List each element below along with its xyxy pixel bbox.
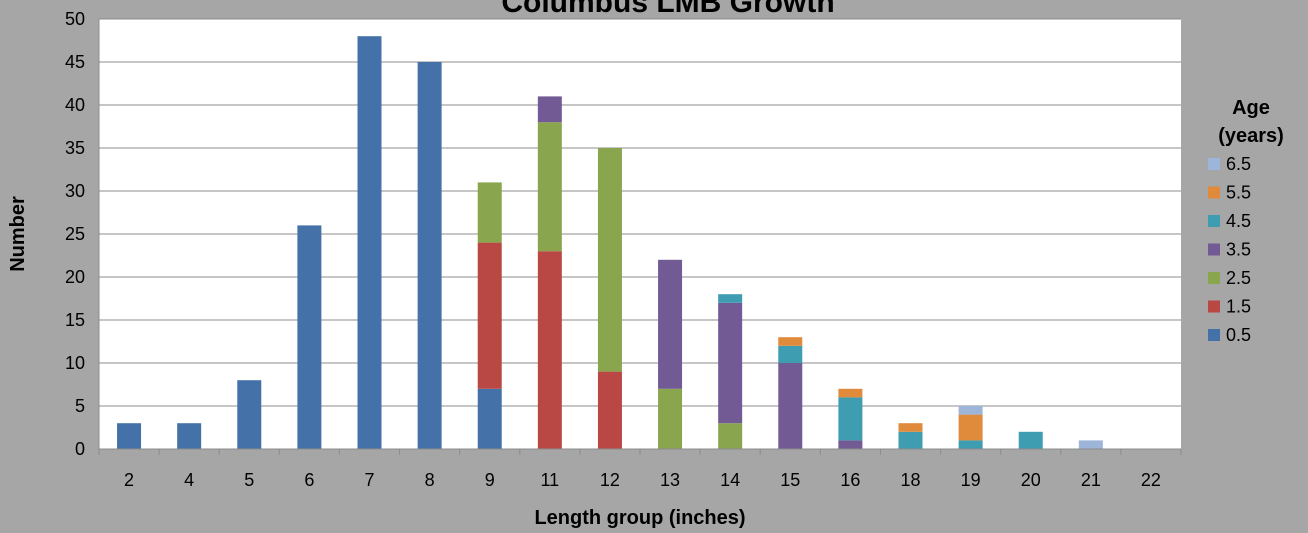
legend-swatch (1208, 272, 1220, 284)
x-tick-label: 19 (961, 470, 981, 490)
x-tick-label: 22 (1141, 470, 1161, 490)
bar-segment (838, 388, 863, 398)
x-tick-label: 18 (900, 470, 920, 490)
bar-segment (958, 406, 983, 415)
legend-swatch (1208, 300, 1220, 313)
bars (117, 36, 1103, 449)
y-tick-label: 35 (65, 138, 85, 158)
bar-segment (778, 345, 803, 363)
legend-label: 5.5 (1226, 183, 1251, 203)
legend-label: 0.5 (1226, 325, 1251, 345)
y-tick-label: 15 (65, 310, 85, 330)
y-tick-label: 25 (65, 224, 85, 244)
x-tick-label: 13 (660, 470, 680, 490)
axes (98, 19, 1182, 455)
legend-label: 6.5 (1226, 154, 1251, 174)
y-tick-label: 30 (65, 181, 85, 201)
bar-segment (537, 122, 562, 252)
x-tick-label: 15 (780, 470, 800, 490)
legend-swatch (1208, 158, 1220, 170)
bar-segment (177, 423, 202, 449)
bar-segment (718, 302, 743, 424)
x-tick-label: 8 (425, 470, 435, 490)
y-tick-label: 0 (75, 439, 85, 459)
legend-label: 4.5 (1226, 211, 1251, 231)
x-tick-label: 21 (1081, 470, 1101, 490)
bar-segment (477, 242, 502, 389)
y-tick-label: 5 (75, 396, 85, 416)
x-tick-label: 16 (840, 470, 860, 490)
x-tick-label: 12 (600, 470, 620, 490)
x-tick-label: 4 (184, 470, 194, 490)
bar-segment (537, 251, 562, 449)
bar-segment (898, 423, 923, 432)
x-tick-label: 7 (364, 470, 374, 490)
chart-title: Columbus LMB Growth (501, 0, 834, 19)
x-tick-label: 2 (124, 470, 134, 490)
y-tick-label: 45 (65, 52, 85, 72)
legend-title-line-1: Age (1232, 97, 1270, 119)
x-tick-label: 5 (244, 470, 254, 490)
y-tick-label: 10 (65, 353, 85, 373)
bar-segment (718, 294, 743, 303)
bar-segment (417, 62, 442, 449)
bar-segment (658, 259, 683, 389)
bar-segment (1018, 431, 1043, 449)
bar-segment (898, 431, 923, 449)
bar-segment (718, 423, 743, 449)
bar-segment (597, 371, 622, 449)
legend-swatch (1208, 186, 1220, 199)
legend-swatch (1208, 329, 1220, 341)
y-tick-labels: 0 5 10 15 20 25 30 35 40 45 50 (65, 9, 85, 459)
legend-title-line-2: (years) (1218, 125, 1284, 147)
legend: Age (years) 6.5 5.5 4.5 3.5 2.5 1.5 0.5 (1208, 97, 1284, 345)
bar-segment (958, 440, 983, 449)
bar-segment (1078, 440, 1103, 449)
bar-segment (357, 36, 382, 449)
legend-swatch (1208, 215, 1220, 227)
bar-segment (237, 380, 262, 449)
x-axis-label: Length group (inches) (534, 507, 745, 529)
y-tick-label: 40 (65, 95, 85, 115)
bar-segment (958, 414, 983, 441)
x-tick-label: 11 (540, 470, 559, 490)
bar-segment (778, 363, 803, 449)
legend-label: 1.5 (1226, 297, 1251, 317)
legend-label: 3.5 (1226, 240, 1251, 260)
bar-segment (117, 423, 142, 449)
legend-label: 2.5 (1226, 268, 1251, 288)
y-tick-label: 50 (65, 9, 85, 29)
y-tick-label: 20 (65, 267, 85, 287)
gridlines (99, 18, 1181, 407)
bar-segment (658, 388, 683, 449)
bar-segment (838, 397, 863, 441)
legend-swatch (1208, 243, 1220, 256)
x-tick-label: 9 (485, 470, 495, 490)
bar-segment (778, 337, 803, 346)
x-tick-label: 6 (304, 470, 314, 490)
bar-segment (597, 148, 622, 372)
y-axis-label: Number (7, 196, 29, 272)
x-tick-label: 20 (1021, 470, 1041, 490)
bar-segment (537, 96, 562, 123)
x-tick-labels: 2 4 5 6 7 8 9 11 12 13 14 15 16 18 19 20 21 22 (124, 470, 1161, 490)
bar-segment (477, 182, 502, 243)
bar-segment (477, 388, 502, 449)
bar-segment (838, 440, 863, 449)
x-tick-label: 14 (720, 470, 740, 490)
bar-segment (297, 225, 322, 449)
